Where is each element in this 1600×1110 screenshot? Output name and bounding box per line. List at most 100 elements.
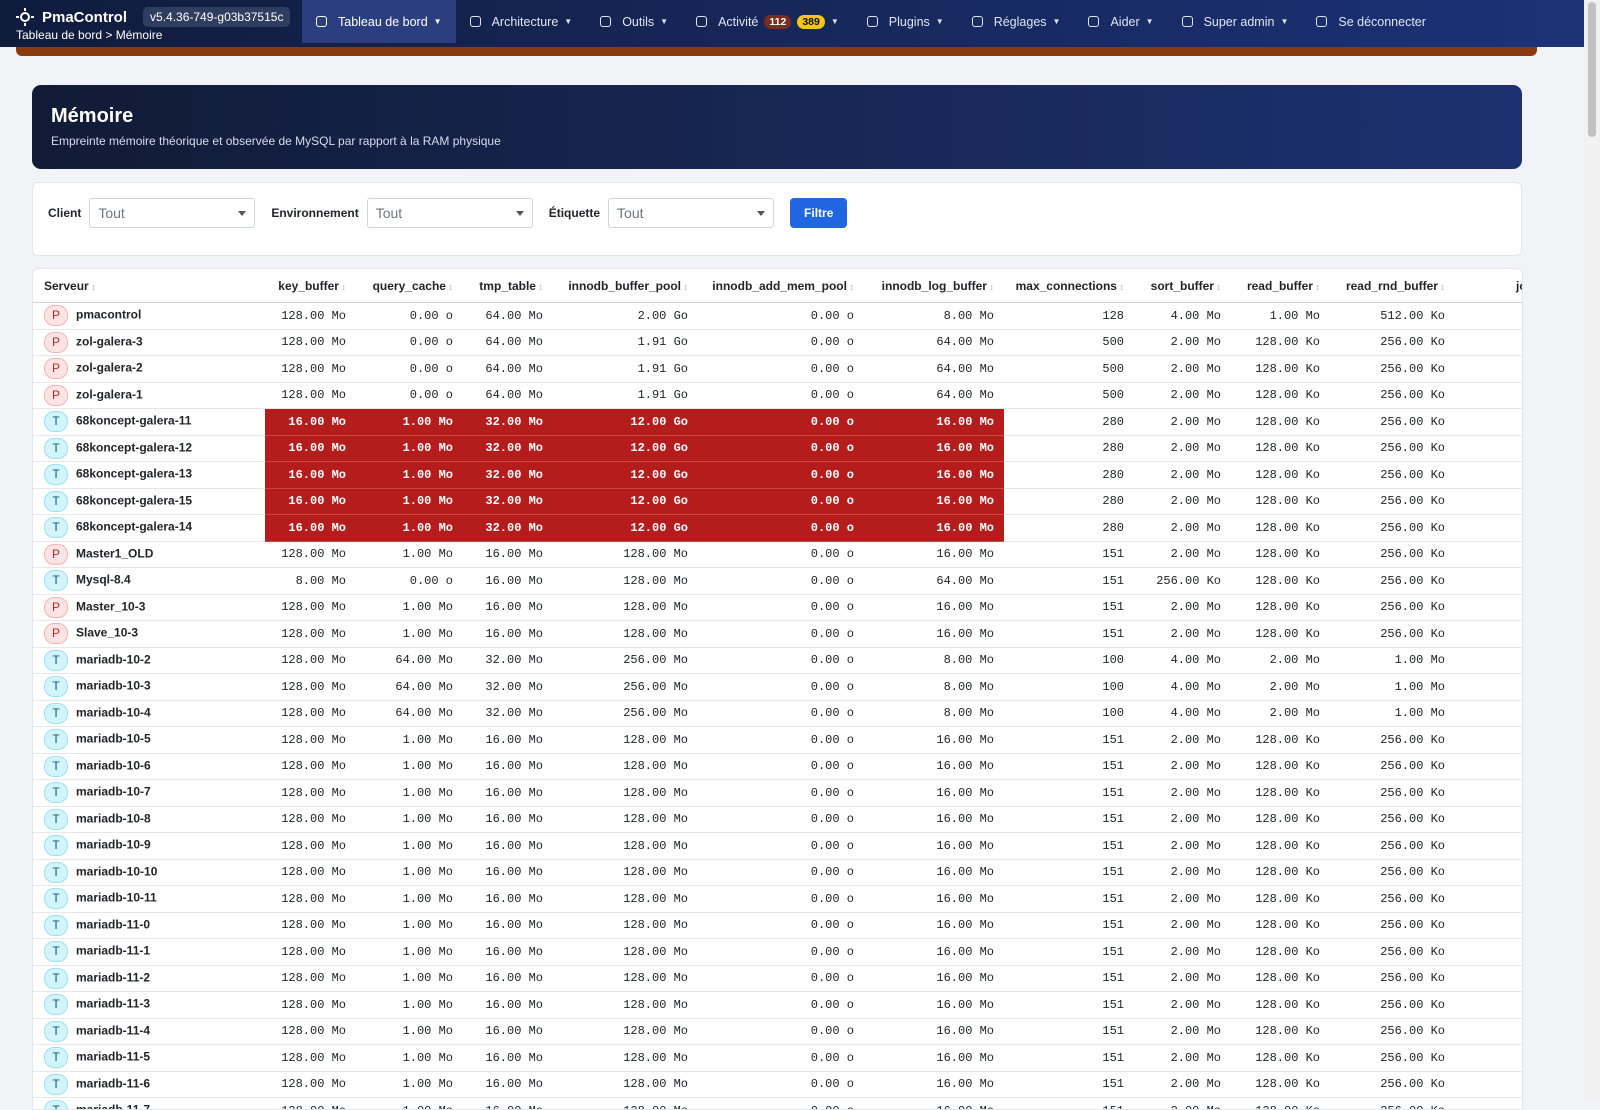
server-badge: T <box>44 1047 68 1068</box>
menu-item[interactable]: Outils▼ <box>586 0 682 43</box>
server-name[interactable]: mariadb-10-3 <box>76 679 151 693</box>
column-header[interactable]: sort_buffer <box>1134 269 1231 303</box>
server-name[interactable]: mariadb-11-3 <box>76 997 150 1011</box>
server-name[interactable]: 68koncept-galera-13 <box>76 467 192 481</box>
server-name[interactable]: mariadb-11-6 <box>76 1076 150 1090</box>
value-cell: 0.00 o <box>698 356 864 383</box>
column-header[interactable]: innodb_add_mem_pool <box>698 269 864 303</box>
server-name[interactable]: Master_10-3 <box>76 599 145 613</box>
server-name[interactable]: mariadb-10-4 <box>76 705 151 719</box>
column-header[interactable]: tmp_table <box>463 269 553 303</box>
menu-item[interactable]: Se déconnecter <box>1302 0 1440 43</box>
breadcrumb[interactable]: Tableau de bord > Mémoire <box>16 28 162 42</box>
value-cell: 0.00 o <box>698 409 864 436</box>
server-name[interactable]: 68koncept-galera-14 <box>76 520 192 534</box>
server-name[interactable]: Slave_10-3 <box>76 626 138 640</box>
server-name[interactable]: mariadb-11-0 <box>76 917 150 931</box>
filter-select[interactable]: Tout <box>367 198 533 228</box>
value-cell: 128.00 Ko <box>1231 1018 1330 1045</box>
column-header[interactable]: innodb_buffer_pool <box>553 269 698 303</box>
menu-item[interactable]: Aider▼ <box>1074 0 1167 43</box>
value-cell: 12.00 Go <box>553 515 698 542</box>
value-cell: 280 <box>1004 462 1134 489</box>
scrollbar[interactable] <box>1584 0 1600 1100</box>
scrollbar-thumb[interactable] <box>1588 2 1596 137</box>
column-header[interactable]: max_connections <box>1004 269 1134 303</box>
value-cell: 256.00 Ko <box>1330 462 1455 489</box>
column-header[interactable]: read_buffer <box>1231 269 1330 303</box>
server-name[interactable]: mariadb-11-4 <box>76 1023 150 1037</box>
value-cell: 151 <box>1004 594 1134 621</box>
value-cell: 64.00 Mo <box>463 356 553 383</box>
server-name[interactable]: mariadb-10-8 <box>76 811 151 825</box>
value-cell: 256.00 Mo <box>553 647 698 674</box>
menu-item[interactable]: Architecture▼ <box>456 0 587 43</box>
value-cell: 128.00 Ko <box>1231 621 1330 648</box>
column-header[interactable]: Serveur <box>33 269 265 303</box>
server-name[interactable]: zol-galera-2 <box>76 361 143 375</box>
server-name[interactable]: zol-galera-1 <box>76 387 143 401</box>
server-name[interactable]: mariadb-10-11 <box>76 891 157 905</box>
filter-button[interactable]: Filtre <box>790 198 847 228</box>
column-header[interactable]: key_buffer <box>265 269 356 303</box>
server-name[interactable]: mariadb-10-6 <box>76 758 151 772</box>
menu-item[interactable]: Réglages▼ <box>958 0 1075 43</box>
server-name[interactable]: mariadb-10-2 <box>76 652 151 666</box>
value-cell: 0.00 o <box>698 965 864 992</box>
server-name[interactable]: mariadb-10-9 <box>76 838 151 852</box>
value-cell: 500 <box>1004 382 1134 409</box>
server-name[interactable]: pmacontrol <box>76 308 141 322</box>
menu-label: Architecture <box>492 15 559 29</box>
column-header[interactable]: join_buffer <box>1455 269 1523 303</box>
menu-item[interactable]: Super admin▼ <box>1168 0 1303 43</box>
filter-select[interactable]: Tout <box>608 198 774 228</box>
value-cell: 128.00 Ko <box>1231 409 1330 436</box>
value-cell: 2.00 Mo <box>1134 462 1231 489</box>
value-cell: 16.00 Mo <box>864 1045 1004 1072</box>
value-cell: 256.00 <box>1455 462 1523 489</box>
value-cell: 16.00 Mo <box>463 992 553 1019</box>
value-cell: 0.00 o <box>356 356 463 383</box>
column-header[interactable]: read_rnd_buffer <box>1330 269 1455 303</box>
value-cell: 16.00 Mo <box>864 1018 1004 1045</box>
column-header[interactable]: query_cache <box>356 269 463 303</box>
server-name[interactable]: Master1_OLD <box>76 546 153 560</box>
value-cell: 128.00 Ko <box>1231 727 1330 754</box>
server-name[interactable]: 68koncept-galera-12 <box>76 440 192 454</box>
value-cell: 256.00 Ko <box>1330 356 1455 383</box>
server-name[interactable]: mariadb-10-5 <box>76 732 151 746</box>
server-name[interactable]: mariadb-11-1 <box>76 944 150 958</box>
server-name[interactable]: Mysql-8.4 <box>76 573 131 587</box>
server-name[interactable]: 68koncept-galera-15 <box>76 493 192 507</box>
menu-item[interactable]: Plugins▼ <box>853 0 958 43</box>
server-name[interactable]: 68koncept-galera-11 <box>76 414 191 428</box>
value-cell: 128.00 Mo <box>553 939 698 966</box>
server-name[interactable]: mariadb-10-10 <box>76 864 157 878</box>
menu-icon <box>316 16 327 27</box>
server-name[interactable]: mariadb-10-7 <box>76 785 151 799</box>
value-cell: 256.00 Ko <box>1330 568 1455 595</box>
value-cell: 151 <box>1004 1098 1134 1110</box>
filter-value: Tout <box>376 205 402 221</box>
menu-item[interactable]: Tableau de bord▼ <box>302 0 456 43</box>
value-cell: 16.00 Mo <box>864 939 1004 966</box>
server-name[interactable]: mariadb-11-2 <box>76 970 150 984</box>
server-name[interactable]: mariadb-11-5 <box>76 1050 150 1064</box>
value-cell: 128.00 Mo <box>265 965 356 992</box>
filter-select[interactable]: Tout <box>89 198 255 228</box>
value-cell: 16.00 Mo <box>864 594 1004 621</box>
logo <box>16 8 34 26</box>
value-cell: 128.00 Mo <box>265 727 356 754</box>
server-name[interactable]: zol-galera-3 <box>76 334 143 348</box>
server-badge: T <box>44 941 68 962</box>
column-header[interactable]: innodb_log_buffer <box>864 269 1004 303</box>
server-name[interactable]: mariadb-11-7 <box>76 1103 150 1110</box>
